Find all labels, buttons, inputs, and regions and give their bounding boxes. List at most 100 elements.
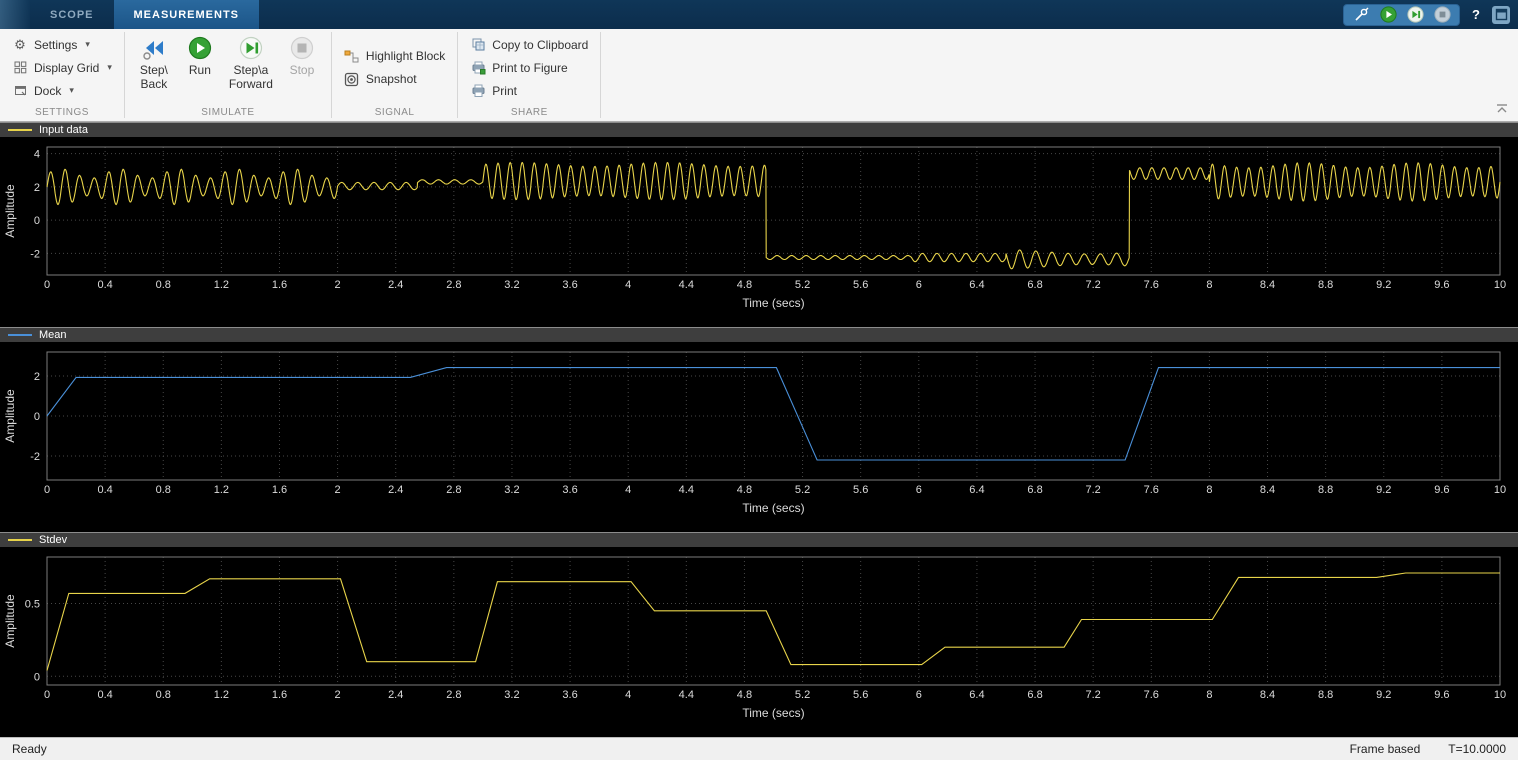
print-figure-icon <box>470 60 486 76</box>
x-tick-label: 9.2 <box>1376 689 1391 701</box>
settings-button[interactable]: ⚙ Settings ▾ <box>8 36 116 54</box>
y-axis-label: Amplitude <box>3 389 17 443</box>
print-button[interactable]: Print <box>466 82 592 100</box>
x-tick-label: 1.6 <box>272 484 287 496</box>
probe-icon[interactable] <box>1352 6 1370 24</box>
x-tick-label: 4 <box>625 689 631 701</box>
dock-button[interactable]: Dock ▾ <box>8 82 116 100</box>
x-tick-label: 0 <box>44 484 50 496</box>
y-axis-label: Amplitude <box>3 594 17 648</box>
highlight-block-button[interactable]: Highlight Block <box>340 47 449 65</box>
x-tick-label: 8 <box>1206 279 1212 291</box>
group-divider <box>600 32 602 118</box>
collapse-ribbon-button[interactable] <box>1494 103 1510 115</box>
x-tick-label: 6.4 <box>969 279 984 291</box>
series-path <box>46 161 1501 270</box>
plot-input-data[interactable]: 0 0.4 0.8 1.2 1.6 2 2.4 2.8 3.2 3.6 4 4.4 4.8 5.2 5.6 6… <box>0 137 1518 327</box>
tab-scope[interactable]: SCOPE <box>50 8 94 21</box>
display-grid-button[interactable]: Display Grid ▾ <box>8 59 116 77</box>
y-tick-label: 4 <box>34 149 40 161</box>
x-axis-label: Time (secs) <box>742 296 804 310</box>
series-path <box>46 572 1500 671</box>
x-tick-label: 6.8 <box>1027 279 1042 291</box>
stop-label: Stop <box>289 63 315 77</box>
step-forward-icon[interactable] <box>1406 6 1424 24</box>
x-tick-label: 5.6 <box>853 689 868 701</box>
legend-line-stdev <box>8 539 32 541</box>
dock-icon[interactable] <box>1492 5 1510 24</box>
y-tick-label: 0 <box>34 411 40 423</box>
x-tick-label: 3.2 <box>504 279 519 291</box>
title-bar: SCOPE MEASUREMENTS ? <box>0 0 1518 29</box>
group-divider <box>123 32 125 118</box>
stop-icon <box>290 36 314 60</box>
run-button[interactable]: Run <box>179 33 221 79</box>
x-tick-label: 7.6 <box>1144 689 1159 701</box>
x-tick-label: 9.6 <box>1434 689 1449 701</box>
x-tick-label: 0.4 <box>97 689 112 701</box>
display-grid-label: Display Grid <box>34 60 100 75</box>
x-tick-label: 6 <box>916 484 922 496</box>
run-icon[interactable] <box>1379 6 1397 24</box>
x-tick-label: 6.8 <box>1027 484 1042 496</box>
plot-stdev[interactable]: 0 0.4 0.8 1.2 1.6 2 2.4 2.8 3.2 3.6 4 4.4 4.8 5.2 5.6 6… <box>0 547 1518 737</box>
legend-stdev: Stdev <box>0 532 1518 547</box>
stop-icon[interactable] <box>1433 6 1451 24</box>
x-tick-label: 0.8 <box>156 484 171 496</box>
x-tick-label: 4.4 <box>679 279 694 291</box>
x-tick-label: 8.4 <box>1260 279 1275 291</box>
x-tick-label: 8.4 <box>1260 689 1275 701</box>
x-tick-label: 0 <box>44 689 50 701</box>
group-divider <box>330 32 332 118</box>
tab-measurements[interactable]: MEASUREMENTS <box>113 0 260 29</box>
axis-border <box>46 556 1501 686</box>
highlight-block-label: Highlight Block <box>365 49 446 63</box>
x-tick-label: 6 <box>916 689 922 701</box>
x-tick-label: 7.6 <box>1144 484 1159 496</box>
snapshot-button[interactable]: Snapshot <box>340 70 449 88</box>
x-tick-label: 10 <box>1494 484 1506 496</box>
copy-to-clipboard-button[interactable]: Copy to Clipboard <box>466 36 592 54</box>
x-axis-label: Time (secs) <box>742 501 804 515</box>
x-tick-label: 5.2 <box>795 279 810 291</box>
collapse-ribbon-icon <box>1497 104 1507 113</box>
x-tick-label: 0.8 <box>156 279 171 291</box>
x-tick-label: 0.4 <box>97 279 112 291</box>
simulation-controls-cluster <box>1343 3 1460 26</box>
x-tick-label: 8 <box>1206 689 1212 701</box>
x-tick-label: 2.4 <box>388 689 403 701</box>
step-forward-button[interactable]: Step\a Forward <box>225 33 277 94</box>
print-to-figure-button[interactable]: Print to Figure <box>466 59 592 77</box>
chevron-down-icon: ▾ <box>69 85 74 95</box>
panel-input-data: Input data 0 0.4 0.8 1.2 1.6 2 2.4 2.8 3.2 3.6 4 4.… <box>0 122 1518 327</box>
group-divider <box>457 32 459 118</box>
x-tick-label: 9.6 <box>1434 279 1449 291</box>
x-tick-label: 6.8 <box>1027 689 1042 701</box>
legend-input-data: Input data <box>0 122 1518 137</box>
help-icon[interactable]: ? <box>1472 7 1480 22</box>
ribbon-group-settings: ⚙ Settings ▾ Display Grid ▾ Dock ▾ SETTI… <box>0 29 124 121</box>
step-forward-label-line2: Forward <box>228 77 273 92</box>
step-forward-label-line1: Step\a <box>233 63 269 77</box>
x-tick-label: 1.2 <box>214 689 229 701</box>
ribbon-group-simulate: Step\ Back Run Step\a Forward <box>125 29 331 121</box>
stop-button[interactable]: Stop <box>281 33 323 79</box>
run-label: Run <box>188 63 211 77</box>
legend-line-mean <box>8 334 32 336</box>
group-label-settings: SETTINGS <box>34 107 89 118</box>
x-tick-label: 9.6 <box>1434 484 1449 496</box>
x-tick-label: 3.2 <box>504 689 519 701</box>
x-tick-label: 2 <box>335 689 341 701</box>
plot-mean[interactable]: 0 0.4 0.8 1.2 1.6 2 2.4 2.8 3.2 3.6 4 4.4 4.8 5.2 5.6 6… <box>0 342 1518 532</box>
step-forward-icon <box>239 36 262 60</box>
step-back-button[interactable]: Step\ Back <box>133 33 175 94</box>
x-tick-label: 9.2 <box>1376 279 1391 291</box>
x-tick-label: 2 <box>335 484 341 496</box>
x-tick-label: 6 <box>916 279 922 291</box>
x-tick-label: 6.4 <box>969 689 984 701</box>
x-tick-label: 4 <box>625 484 631 496</box>
x-tick-label: 5.6 <box>853 484 868 496</box>
group-label-signal: SIGNAL <box>374 107 415 118</box>
x-tick-label: 7.6 <box>1144 279 1159 291</box>
x-tick-label: 7.2 <box>1086 484 1101 496</box>
